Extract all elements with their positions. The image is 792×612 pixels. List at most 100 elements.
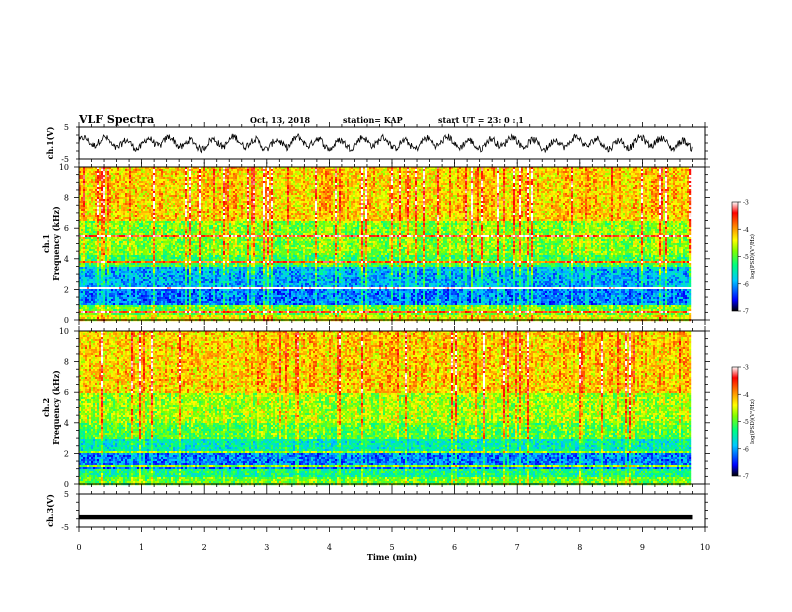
spectrogram-cell (625, 177, 628, 180)
spectrogram-cell (525, 177, 528, 180)
spectrogram-cell (671, 185, 674, 188)
spectrogram-cell (395, 193, 398, 196)
spectrogram-cell (327, 179, 330, 182)
spectrogram-cell (303, 175, 306, 178)
spectrogram-cell (617, 191, 620, 194)
spectrogram-cell (223, 175, 226, 178)
spectrogram-cell (235, 177, 238, 180)
spectrogram-cell (109, 195, 112, 198)
spectrogram-cell (453, 171, 456, 174)
spectrogram-cell (321, 177, 324, 180)
spectrogram-cell (581, 195, 584, 198)
spectrogram-cell (115, 185, 118, 188)
spectrogram-cell (603, 193, 606, 196)
spectrogram-cell (303, 171, 306, 174)
spectrogram-cell (299, 195, 302, 198)
spectrogram-cell (203, 195, 206, 198)
spectrogram-cell (451, 197, 454, 200)
spectrogram-cell (565, 187, 568, 190)
spectrogram-cell (449, 183, 452, 186)
spectrogram-cell (459, 175, 462, 178)
spectrogram-cell (445, 181, 448, 184)
spectrogram-cell (127, 193, 130, 196)
spectrogram-cell (189, 185, 192, 188)
spectrogram-cell (117, 197, 120, 200)
spectrogram-cell (521, 171, 524, 174)
spectrogram-cell (265, 197, 268, 200)
spectrogram-cell (599, 173, 602, 176)
spectrogram-cell (657, 185, 660, 188)
spectrogram-cell (669, 195, 672, 198)
spectrogram-cell (317, 187, 320, 190)
spectrogram-cell (221, 195, 224, 198)
spectrogram-cell (529, 181, 532, 184)
spectrogram-cell (651, 179, 654, 182)
spectrogram-cell (563, 177, 566, 180)
spectrogram-cell (479, 195, 482, 198)
spectrogram-cell (379, 191, 382, 194)
spectrogram-cell (185, 185, 188, 188)
spectrogram-cell (239, 189, 242, 192)
spectrogram-cell (433, 171, 436, 174)
spectrogram-cell (545, 169, 548, 172)
spectrogram-cell (403, 197, 406, 200)
spectrogram-cell (127, 177, 130, 180)
spectrogram-cell (441, 185, 444, 188)
spectrogram-cell (511, 167, 514, 170)
spectrogram-cell (397, 169, 400, 172)
spectrogram-cell (441, 175, 444, 178)
spectrogram-cell (95, 167, 98, 170)
spectrogram-cell (175, 169, 178, 172)
spectrogram-cell (643, 179, 646, 182)
spectrogram-cell (165, 177, 168, 180)
spectrogram-cell (181, 179, 184, 182)
spectrogram-cell (431, 193, 434, 196)
spectrogram-cell (257, 177, 260, 180)
spectrogram-cell (339, 183, 342, 186)
spectrogram-cell (575, 177, 578, 180)
spectrogram-cell (237, 173, 240, 176)
spectrogram-cell (665, 195, 668, 198)
spectrogram-cell (673, 167, 676, 170)
spectrogram-cell (417, 167, 420, 170)
spectrogram-cell (295, 183, 298, 186)
spectrogram-cell (573, 195, 576, 198)
spectrogram-cell (203, 191, 206, 194)
spectrogram-cell (595, 167, 598, 170)
spectrogram-cell (663, 189, 666, 192)
spectrogram-cell (283, 169, 286, 172)
spectrogram-cell (129, 173, 132, 176)
spectrogram-cell (409, 167, 412, 170)
spectrogram-cell (407, 183, 410, 186)
spectrogram-cell (247, 177, 250, 180)
spectrogram-cell (513, 175, 516, 178)
spectrogram-cell (687, 181, 690, 184)
spectrogram-cell (623, 169, 626, 172)
spectrogram-cell (621, 169, 624, 172)
spectrogram-cell (271, 187, 274, 190)
spectrogram-cell (607, 167, 610, 170)
spectrogram-cell (577, 181, 580, 184)
spectrogram-cell (523, 181, 526, 184)
spectrogram-cell (141, 173, 144, 176)
spectrogram-cell (177, 177, 180, 180)
spectrogram-cell (259, 195, 262, 198)
spectrogram-cell (329, 193, 332, 196)
spectrogram-cell (281, 195, 284, 198)
spectrogram-cell (97, 187, 100, 190)
spectrogram-cell (155, 175, 158, 178)
spectrogram-cell (657, 181, 660, 184)
spectrogram-cell (593, 183, 596, 186)
spectrogram-cell (621, 179, 624, 182)
spectrogram-cell (253, 195, 256, 198)
spectrogram-cell (169, 187, 172, 190)
spectrogram-cell (249, 171, 252, 174)
spectrogram-cell (573, 181, 576, 184)
spectrogram-cell (231, 191, 234, 194)
spectrogram-cell (209, 181, 212, 184)
spectrogram-cell (603, 195, 606, 198)
spectrogram-cell (563, 197, 566, 200)
spectrogram-cell (487, 187, 490, 190)
spectrogram-cell (661, 187, 664, 190)
spectrogram-cell (225, 191, 228, 194)
